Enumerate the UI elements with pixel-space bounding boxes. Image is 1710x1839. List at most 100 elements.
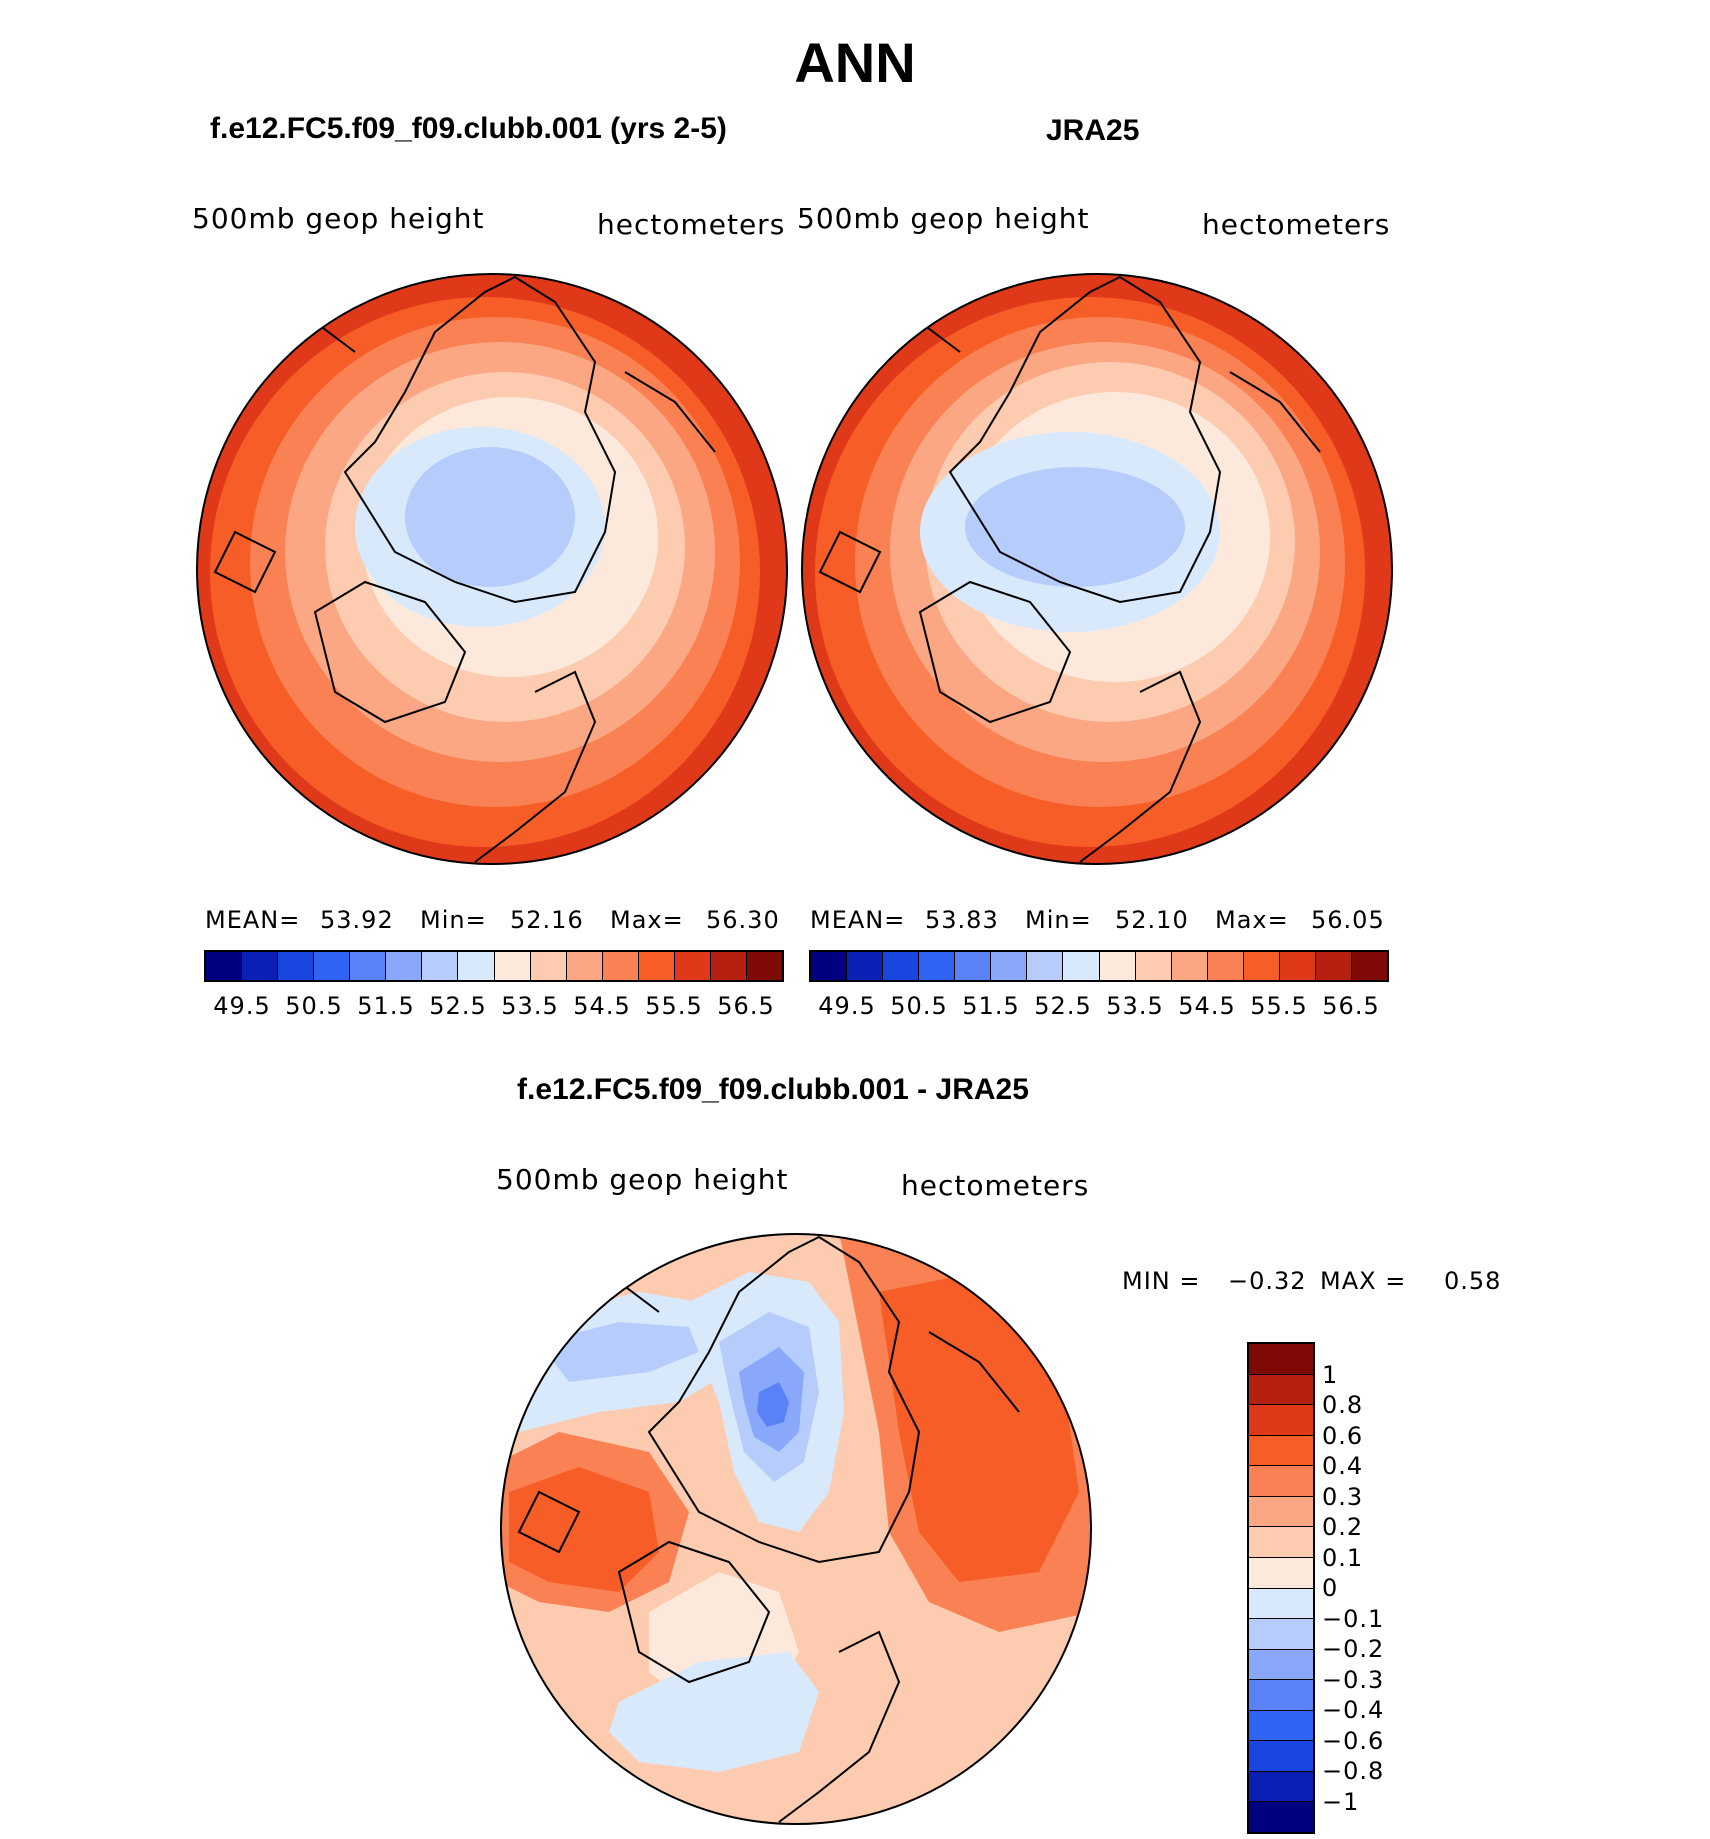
model-variable-label: 500mb geop height [192,202,485,235]
colorbar-cell [1249,1466,1313,1497]
colorbar-cell [1279,952,1316,980]
model-mean-value: 53.92 [320,906,394,934]
colorbar-tick-label: 50.5 [890,992,948,1020]
colorbar-tick-label: −0.6 [1322,1726,1385,1755]
colorbar-cell [1249,1802,1313,1832]
colorbar-cell [1171,952,1208,980]
colorbar-tick-label: 52.5 [429,992,487,1020]
colorbar-cell [458,952,495,980]
model-colorbar [204,950,784,982]
obs-min-value: 52.10 [1115,906,1189,934]
colorbar-cell [1027,952,1064,980]
colorbar-cell [1315,952,1352,980]
colorbar-cell [1243,952,1280,980]
colorbar-tick-label: 0.3 [1322,1482,1364,1511]
colorbar-tick-label: 51.5 [962,992,1020,1020]
colorbar-tick-label: 54.5 [573,992,631,1020]
colorbar-cell [1249,1619,1313,1650]
colorbar-cell [422,952,459,980]
colorbar-cell [638,952,675,980]
model-panel-title: f.e12.FC5.f09_f09.clubb.001 (yrs 2-5) [210,112,727,145]
colorbar-tick-label: 50.5 [285,992,343,1020]
colorbar-cell [1249,1374,1313,1406]
colorbar-cell [955,952,992,980]
colorbar-tick-label: 49.5 [213,992,271,1020]
colorbar-tick-label: 55.5 [645,992,703,1020]
colorbar-cell [847,952,884,980]
colorbar-cell [1249,1710,1313,1742]
model-mean-label: MEAN= [205,906,301,934]
colorbar-cell [1099,952,1136,980]
colorbar-cell [811,952,848,980]
model-units-label: hectometers [597,208,786,241]
colorbar-tick-label: 0.8 [1322,1391,1364,1419]
colorbar-cell [1249,1649,1313,1681]
colorbar-tick-label: 0.1 [1322,1543,1364,1572]
diff-panel-title: f.e12.FC5.f09_f09.clubb.001 - JRA25 [517,1073,1029,1106]
diff-max-value: 0.58 [1444,1267,1502,1295]
model-polar-map [196,273,788,865]
colorbar-cell [386,952,423,980]
colorbar-tick-label: 49.5 [818,992,876,1020]
colorbar-cell [1249,1680,1313,1711]
colorbar-cell [1249,1435,1313,1467]
colorbar-cell [1249,1527,1313,1558]
colorbar-cell [278,952,315,980]
colorbar-cell [674,952,711,980]
obs-polar-map [801,273,1393,865]
colorbar-tick-label: 53.5 [1106,992,1164,1020]
colorbar-cell [1207,952,1244,980]
colorbar-cell [242,952,279,980]
colorbar-cell [602,952,639,980]
colorbar-tick-label: 51.5 [357,992,415,1020]
colorbar-tick-label: 56.5 [717,992,775,1020]
diff-colorbar [1247,1342,1315,1834]
colorbar-tick-label: 0.6 [1322,1421,1364,1450]
colorbar-cell [710,952,747,980]
colorbar-cell [1249,1741,1313,1772]
obs-panel-title: JRA25 [1046,114,1140,147]
obs-mean-value: 53.83 [925,906,999,934]
colorbar-cell [1249,1557,1313,1589]
obs-units-label: hectometers [1202,208,1391,241]
colorbar-tick-label: −0.1 [1322,1604,1385,1633]
colorbar-tick-label: 56.5 [1322,992,1380,1020]
diff-units-label: hectometers [901,1169,1090,1202]
diff-max-label: MAX = [1320,1267,1407,1295]
main-title: ANN [794,31,916,94]
diff-min-label: MIN = [1122,1267,1201,1295]
colorbar-cell [883,952,920,980]
colorbar-tick-label: 52.5 [1034,992,1092,1020]
obs-mean-label: MEAN= [810,906,906,934]
colorbar-cell [530,952,567,980]
colorbar-tick-label: 54.5 [1178,992,1236,1020]
colorbar-cell [494,952,531,980]
diff-min-value: −0.32 [1228,1267,1307,1295]
colorbar-tick-label: 53.5 [501,992,559,1020]
obs-min-label: Min= [1025,906,1092,934]
colorbar-tick-label: −0.2 [1322,1635,1385,1663]
colorbar-cell [1135,952,1172,980]
diff-polar-map [500,1233,1092,1825]
colorbar-cell [991,952,1028,980]
model-max-label: Max= [610,906,684,934]
obs-max-label: Max= [1215,906,1289,934]
colorbar-cell [1249,1344,1313,1375]
colorbar-cell [314,952,351,980]
colorbar-tick-label: 0.4 [1322,1452,1364,1480]
colorbar-cell [566,952,603,980]
colorbar-cell [1063,952,1100,980]
colorbar-cell [1249,1496,1313,1528]
colorbar-tick-label: 0.2 [1322,1513,1364,1541]
colorbar-tick-label: −0.3 [1322,1665,1385,1694]
colorbar-tick-label: −1 [1322,1787,1360,1816]
model-min-label: Min= [420,906,487,934]
obs-variable-label: 500mb geop height [797,202,1090,235]
colorbar-cell [746,952,782,980]
colorbar-cell [1249,1771,1313,1803]
colorbar-cell [350,952,387,980]
colorbar-tick-label: 55.5 [1250,992,1308,1020]
colorbar-cell [1249,1588,1313,1620]
colorbar-tick-label: 1 [1322,1360,1339,1389]
model-max-value: 56.30 [706,906,780,934]
